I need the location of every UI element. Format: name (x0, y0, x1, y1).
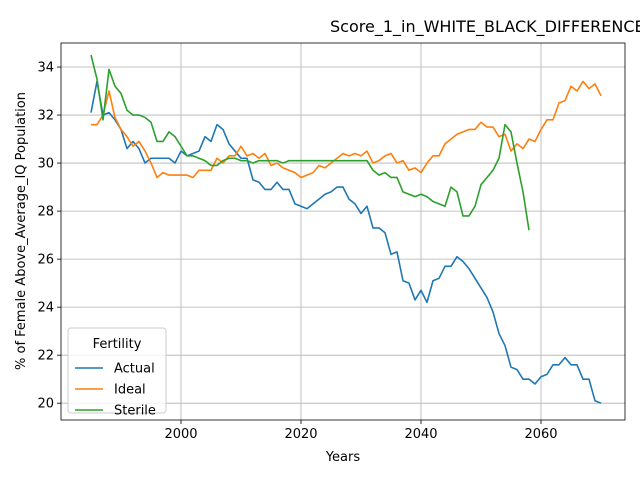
x-tick-label: 2060 (524, 427, 557, 442)
legend-label-actual: Actual (114, 362, 155, 377)
y-tick-label: 20 (37, 397, 54, 412)
series-line-actual (90, 80, 602, 404)
x-tick-label: 2040 (404, 427, 437, 442)
legend-label-ideal: Ideal (114, 383, 146, 398)
series-line-sterile (90, 54, 530, 231)
legend-label-sterile: Sterile (114, 404, 156, 419)
y-tick-label: 22 (37, 349, 54, 364)
x-tick-label: 2000 (164, 427, 197, 442)
plot-frame (60, 42, 626, 421)
y-tick-label: 34 (37, 61, 54, 76)
ticks-layer: 2000 2020 2040 2060 20 22 24 26 28 30 32 34 (37, 61, 557, 442)
x-axis-label: Years (325, 450, 361, 465)
y-axis-label: % of Female Above_Average_IQ Population (14, 92, 29, 370)
y-tick-label: 24 (37, 301, 54, 316)
legend-items: Actual Ideal Sterile (75, 362, 156, 419)
series-line-ideal (91, 80, 602, 179)
y-tick-label: 28 (37, 205, 54, 220)
legend-title: Fertility (93, 337, 142, 352)
series-layer (90, 54, 602, 404)
legend-box (67, 327, 167, 414)
legend: Fertility Actual Ideal Sterile (67, 327, 167, 419)
y-tick-label: 30 (37, 157, 54, 172)
y-tick-label: 26 (37, 253, 54, 268)
x-tick-label: 2020 (284, 427, 317, 442)
chart-title: Score_1_in_WHITE_BLACK_DIFFERENCE_RICH_f… (330, 17, 640, 37)
y-tick-label: 32 (37, 109, 54, 124)
